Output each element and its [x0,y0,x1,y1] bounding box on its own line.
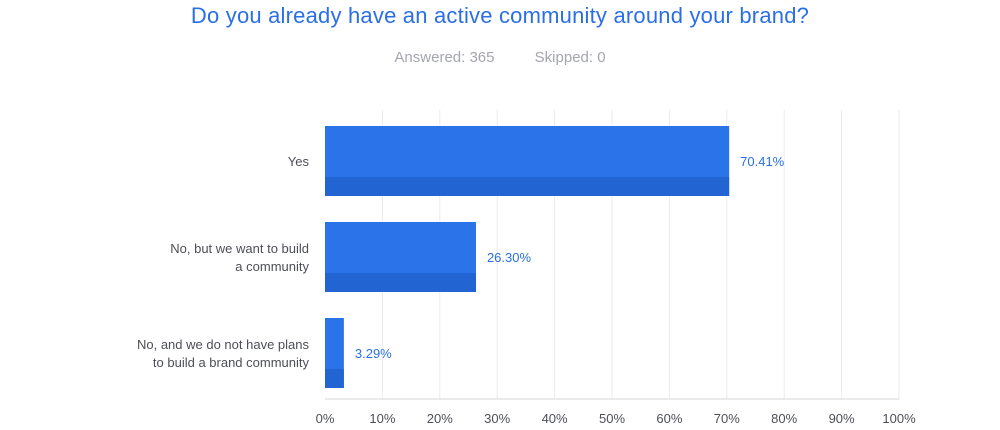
x-tick-label: 80% [771,411,797,426]
category-label: No, but we want to build [170,241,309,256]
x-tick-label: 40% [542,411,568,426]
bar-value-label: 3.29% [355,346,392,361]
x-tick-label: 70% [714,411,740,426]
x-tick-label: 50% [599,411,625,426]
x-tick-label: 0% [316,411,335,426]
bar-value-label: 26.30% [487,250,532,265]
category-label: a community [235,259,309,274]
category-label: No, and we do not have plans [137,337,310,352]
bar-shadow [325,177,730,196]
bar-shadow [325,273,476,292]
response-stats: Answered: 365 Skipped: 0 [0,49,1000,66]
chart-title: Do you already have an active community … [190,3,810,28]
answered-count: Answered: 365 [394,49,495,66]
category-label: to build a brand community [153,355,310,370]
x-tick-label: 90% [829,411,855,426]
x-tick-label: 20% [427,411,453,426]
category-label: Yes [288,154,310,169]
skipped-count: Skipped: 0 [534,49,606,66]
x-tick-label: 100% [882,411,916,426]
x-tick-label: 30% [484,411,510,426]
x-tick-label: 60% [656,411,682,426]
bar-value-label: 70.41% [740,154,785,169]
bar-shadow [325,369,344,388]
x-tick-label: 10% [369,411,395,426]
